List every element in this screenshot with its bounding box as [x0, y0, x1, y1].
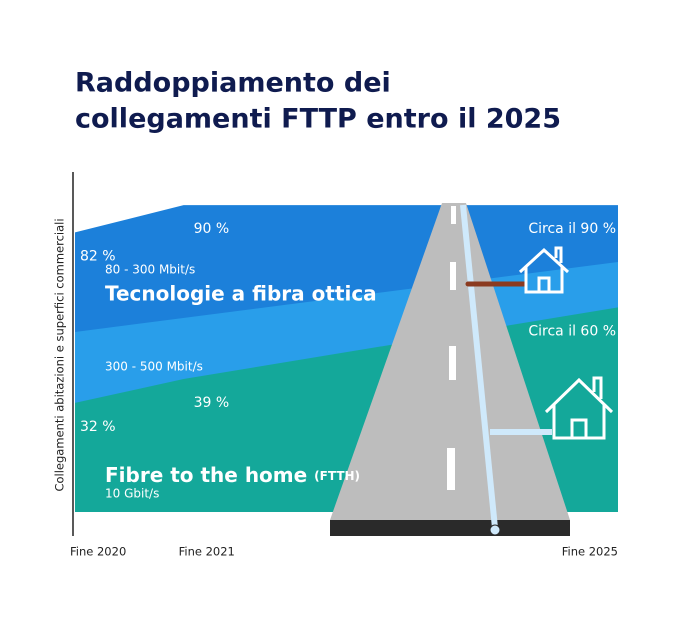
legend-label: Fibre to the home (FTTH)	[105, 463, 360, 487]
fiber-end	[489, 524, 501, 536]
road-edge	[330, 520, 570, 536]
house	[544, 376, 614, 440]
annotation: 80 - 300 Mbit/s	[105, 263, 195, 277]
x-tick-label: Fine 2021	[179, 545, 235, 559]
x-tick-label: Fine 2025	[562, 545, 618, 559]
road-dash	[451, 206, 456, 224]
y-axis-label: Collegamenti abitazioni e superfici comm…	[53, 218, 67, 491]
annotation: 300 - 500 Mbit/s	[105, 360, 203, 374]
legend-label-abbr: (FTTH)	[314, 469, 360, 483]
legend-label-text: Fibre to the home	[105, 463, 307, 487]
data-label: 82 %	[80, 248, 116, 264]
data-label: Circa il 90 %	[528, 221, 616, 237]
road-dash	[449, 346, 456, 380]
chart-title: collegamenti FTTP entro il 2025	[75, 104, 561, 135]
house	[518, 246, 570, 294]
fiber-cable	[460, 204, 498, 529]
house-icons	[518, 246, 614, 440]
data-label: 32 %	[80, 419, 116, 435]
x-tick-label: Fine 2020	[70, 545, 126, 559]
legend-label: Tecnologie a fibra ottica	[105, 282, 377, 306]
data-label: Circa il 60 %	[528, 323, 616, 339]
road-dash	[450, 262, 456, 290]
road-dash	[447, 448, 455, 490]
chart-title: Raddoppiamento dei	[75, 68, 391, 99]
labels: Fine 2020 Fine 2021 Fine 2025 82 % 90 % Circa…	[70, 221, 618, 558]
data-label: 39 %	[194, 395, 230, 411]
road	[330, 203, 570, 536]
annotation: 10 Gbit/s	[105, 487, 159, 501]
data-label: 90 %	[194, 221, 230, 237]
